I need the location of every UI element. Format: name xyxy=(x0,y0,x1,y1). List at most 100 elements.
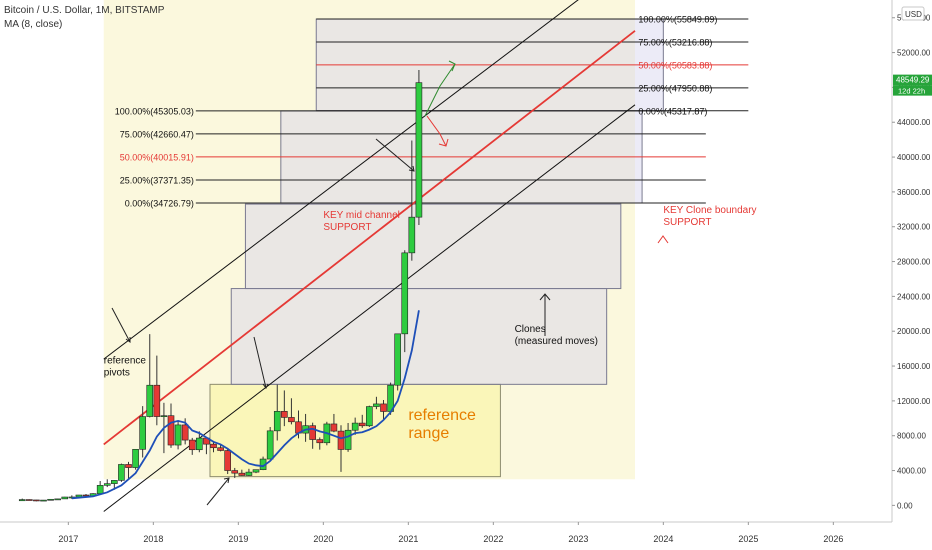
candle-body[interactable] xyxy=(273,411,281,432)
y-tick-label: 32000.00 xyxy=(897,223,931,232)
candle-body[interactable] xyxy=(231,470,239,474)
annotation-key-clone-boundary: SUPPORT xyxy=(663,217,711,228)
annotation-key-mid-channel: KEY mid channel xyxy=(323,210,400,221)
candle-body[interactable] xyxy=(111,480,118,484)
candle-body[interactable] xyxy=(373,403,380,407)
candle-body[interactable] xyxy=(103,483,111,486)
candle-body[interactable] xyxy=(82,494,90,497)
x-tick-label: 2023 xyxy=(568,534,588,544)
candle-body[interactable] xyxy=(408,216,416,254)
candle-body[interactable] xyxy=(266,430,274,460)
candle-body[interactable] xyxy=(252,469,260,473)
candle-body[interactable] xyxy=(181,424,189,441)
candle-body[interactable] xyxy=(167,415,175,446)
candle-body[interactable] xyxy=(245,471,253,476)
y-tick-label: 4000.00 xyxy=(897,467,926,476)
annotation-reference-range-label: reference xyxy=(408,407,476,424)
ma-line xyxy=(71,310,420,500)
low-arrowhead xyxy=(223,477,230,484)
candle-body[interactable] xyxy=(40,499,47,502)
x-tick-label: 2019 xyxy=(228,534,248,544)
pointer-arrow xyxy=(375,138,415,172)
clone-zone-3 xyxy=(244,203,622,290)
last-price-badge xyxy=(893,74,932,86)
symbol-title: Bitcoin / U.S. Dollar, 1M, BITSTAMP xyxy=(4,5,165,16)
channel-mid-line xyxy=(103,30,636,446)
projection-up-arrowhead xyxy=(448,60,456,72)
candle-body[interactable] xyxy=(238,472,246,476)
candle-body[interactable] xyxy=(18,499,26,502)
y-tick-label: 8000.00 xyxy=(897,432,926,441)
candle-body[interactable] xyxy=(330,423,338,432)
y-tick-label: 44000.00 xyxy=(897,118,931,127)
candle-body[interactable] xyxy=(188,439,196,451)
candle-body[interactable] xyxy=(26,499,33,501)
last-price-label: 48549.29 xyxy=(896,76,930,85)
candle-body[interactable] xyxy=(366,406,373,427)
countdown-badge xyxy=(893,85,932,96)
candle-body[interactable] xyxy=(351,422,359,431)
y-tick-label: 36000.00 xyxy=(897,188,931,197)
fib-level-label: 50.00%(40015.91) xyxy=(120,152,194,162)
x-tick-label: 2017 xyxy=(58,534,78,544)
candle-body[interactable] xyxy=(415,82,423,218)
candle-body[interactable] xyxy=(125,464,132,468)
candle-body[interactable] xyxy=(33,499,40,502)
candle-body[interactable] xyxy=(316,439,324,444)
candle-body[interactable] xyxy=(281,411,288,418)
channel-upper-line xyxy=(103,0,579,360)
x-tick-label: 2018 xyxy=(143,534,163,544)
candle-body[interactable] xyxy=(96,485,104,494)
y-tick-label: 52000.00 xyxy=(897,49,931,58)
x-tick-label: 2022 xyxy=(483,534,503,544)
pivot2-arrow xyxy=(253,336,267,389)
pivot2-arrowhead xyxy=(262,383,269,389)
candle-body[interactable] xyxy=(153,384,161,417)
candle-body[interactable] xyxy=(344,429,352,450)
candle-body[interactable] xyxy=(118,464,125,481)
y-tick-label: 0.00 xyxy=(897,501,913,510)
candle-body[interactable] xyxy=(380,403,387,412)
candle-body[interactable] xyxy=(358,422,366,427)
clones-arrowhead xyxy=(539,293,551,301)
candle-body[interactable] xyxy=(224,450,231,471)
pivot-arrowhead xyxy=(125,337,131,343)
candle-body[interactable] xyxy=(309,425,316,440)
candle-body[interactable] xyxy=(139,416,146,450)
candle-body[interactable] xyxy=(401,252,409,335)
fib-level-label: 100.00%(55849.89) xyxy=(638,15,717,25)
currency-badge[interactable] xyxy=(901,6,925,21)
projection-up-arrow xyxy=(424,63,456,117)
annotation-clones: (measured moves) xyxy=(515,336,598,347)
x-tick-label: 2021 xyxy=(398,534,418,544)
y-tick-label: 12000.00 xyxy=(897,397,931,406)
y-tick-label: 20000.00 xyxy=(897,327,931,336)
candle-body[interactable] xyxy=(288,417,295,423)
candle-body[interactable] xyxy=(47,498,54,501)
fib-level-label: 0.00%(34726.79) xyxy=(125,198,194,208)
x-tick-label: 2020 xyxy=(313,534,333,544)
x-tick-label: 2024 xyxy=(653,534,673,544)
candle-body[interactable] xyxy=(174,424,182,446)
pivot-arrow xyxy=(111,307,131,343)
candle-body[interactable] xyxy=(196,437,203,451)
y-tick-label: 40000.00 xyxy=(897,153,931,162)
support-chevron xyxy=(657,235,669,244)
annotation-reference-pivots: reference xyxy=(104,355,147,366)
ma-indicator-label: MA (8, close) xyxy=(4,19,63,30)
candle-body[interactable] xyxy=(54,498,61,501)
candle-body[interactable] xyxy=(217,447,224,451)
candle-body[interactable] xyxy=(160,415,168,417)
y-tick-label: 24000.00 xyxy=(897,292,931,301)
x-tick-label: 2025 xyxy=(738,534,758,544)
candle-body[interactable] xyxy=(61,496,69,500)
candle-body[interactable] xyxy=(394,333,401,386)
fib-level-label: 25.00%(47950.88) xyxy=(638,83,712,93)
candle-body[interactable] xyxy=(210,443,217,449)
candle-body[interactable] xyxy=(337,430,345,450)
fib-level-label: 75.00%(42660.47) xyxy=(120,129,194,139)
fib-level-label: 50.00%(50583.88) xyxy=(638,60,712,70)
candle-body[interactable] xyxy=(146,384,154,417)
candle-body[interactable] xyxy=(132,448,139,468)
